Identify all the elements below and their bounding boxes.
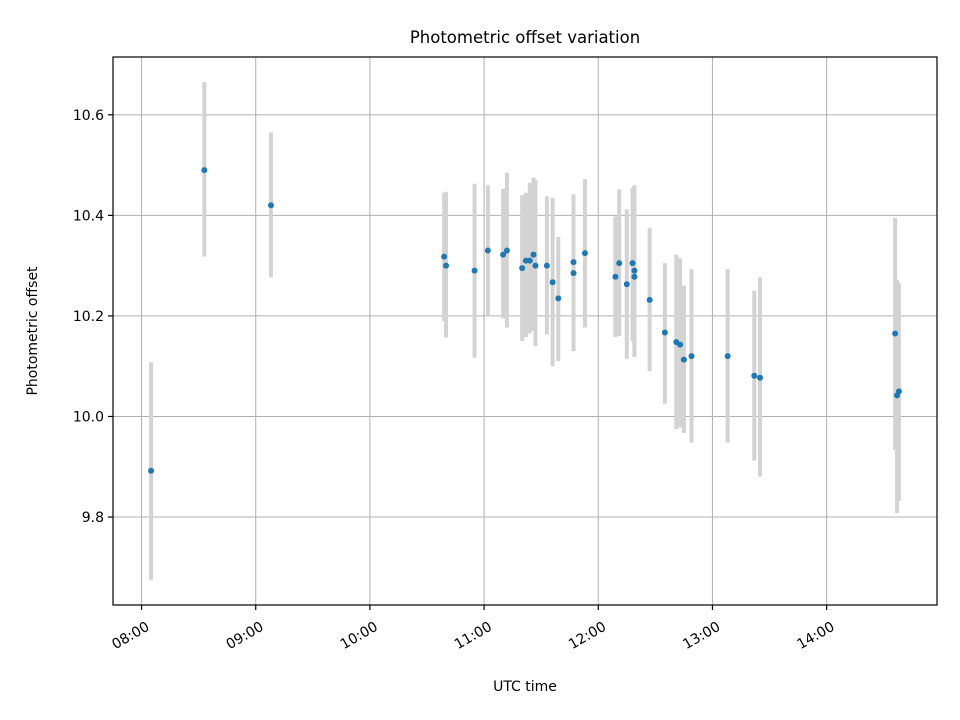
y-tick-label-0: 9.8 [82,510,104,526]
data-point-0-25 [631,273,638,280]
data-point-0-15 [549,279,556,286]
data-point-0-37 [895,388,902,395]
y-axis-label: Photometric offset [25,266,41,396]
data-point-0-7 [500,251,507,258]
data-point-0-20 [612,273,619,280]
data-point-0-5 [471,267,478,274]
data-point-0-19 [581,250,588,257]
data-point-0-13 [532,262,539,269]
data-point-0-22 [623,281,630,288]
chart-title: Photometric offset variation [410,28,640,47]
data-point-0-18 [570,270,577,277]
data-point-0-8 [503,247,510,254]
data-point-0-9 [519,265,526,272]
data-point-0-29 [677,341,684,348]
data-point-0-23 [629,260,636,267]
data-point-0-21 [616,260,623,267]
data-point-0-11 [526,257,533,264]
data-point-0-0 [148,467,155,474]
data-point-0-16 [555,295,562,302]
data-point-0-3 [441,253,448,260]
data-point-0-4 [443,262,450,269]
data-points [148,167,902,474]
grid-lines [113,57,937,605]
data-point-0-1 [201,167,208,174]
y-tick-label-2: 10.2 [73,309,104,325]
data-point-0-33 [751,372,758,379]
data-point-0-30 [680,356,687,363]
data-point-0-17 [570,259,577,266]
data-point-0-12 [530,251,537,258]
plot-frame [112,56,938,606]
data-point-0-35 [892,330,899,337]
data-point-0-2 [267,202,274,209]
data-point-0-24 [631,267,638,274]
data-point-0-32 [724,353,731,360]
data-point-0-27 [661,329,668,336]
data-point-0-31 [688,353,695,360]
data-point-0-34 [757,374,764,381]
y-tick-label-4: 10.6 [73,108,104,124]
data-point-0-26 [646,296,653,303]
data-point-0-14 [543,262,550,269]
y-axis-ticks: 9.8 10.0 10.2 10.4 10.6 [73,108,113,526]
y-tick-label-3: 10.4 [73,208,104,224]
data-point-0-6 [484,247,491,254]
y-tick-label-1: 10.0 [73,409,104,425]
x-axis-label: UTC time [493,679,557,695]
